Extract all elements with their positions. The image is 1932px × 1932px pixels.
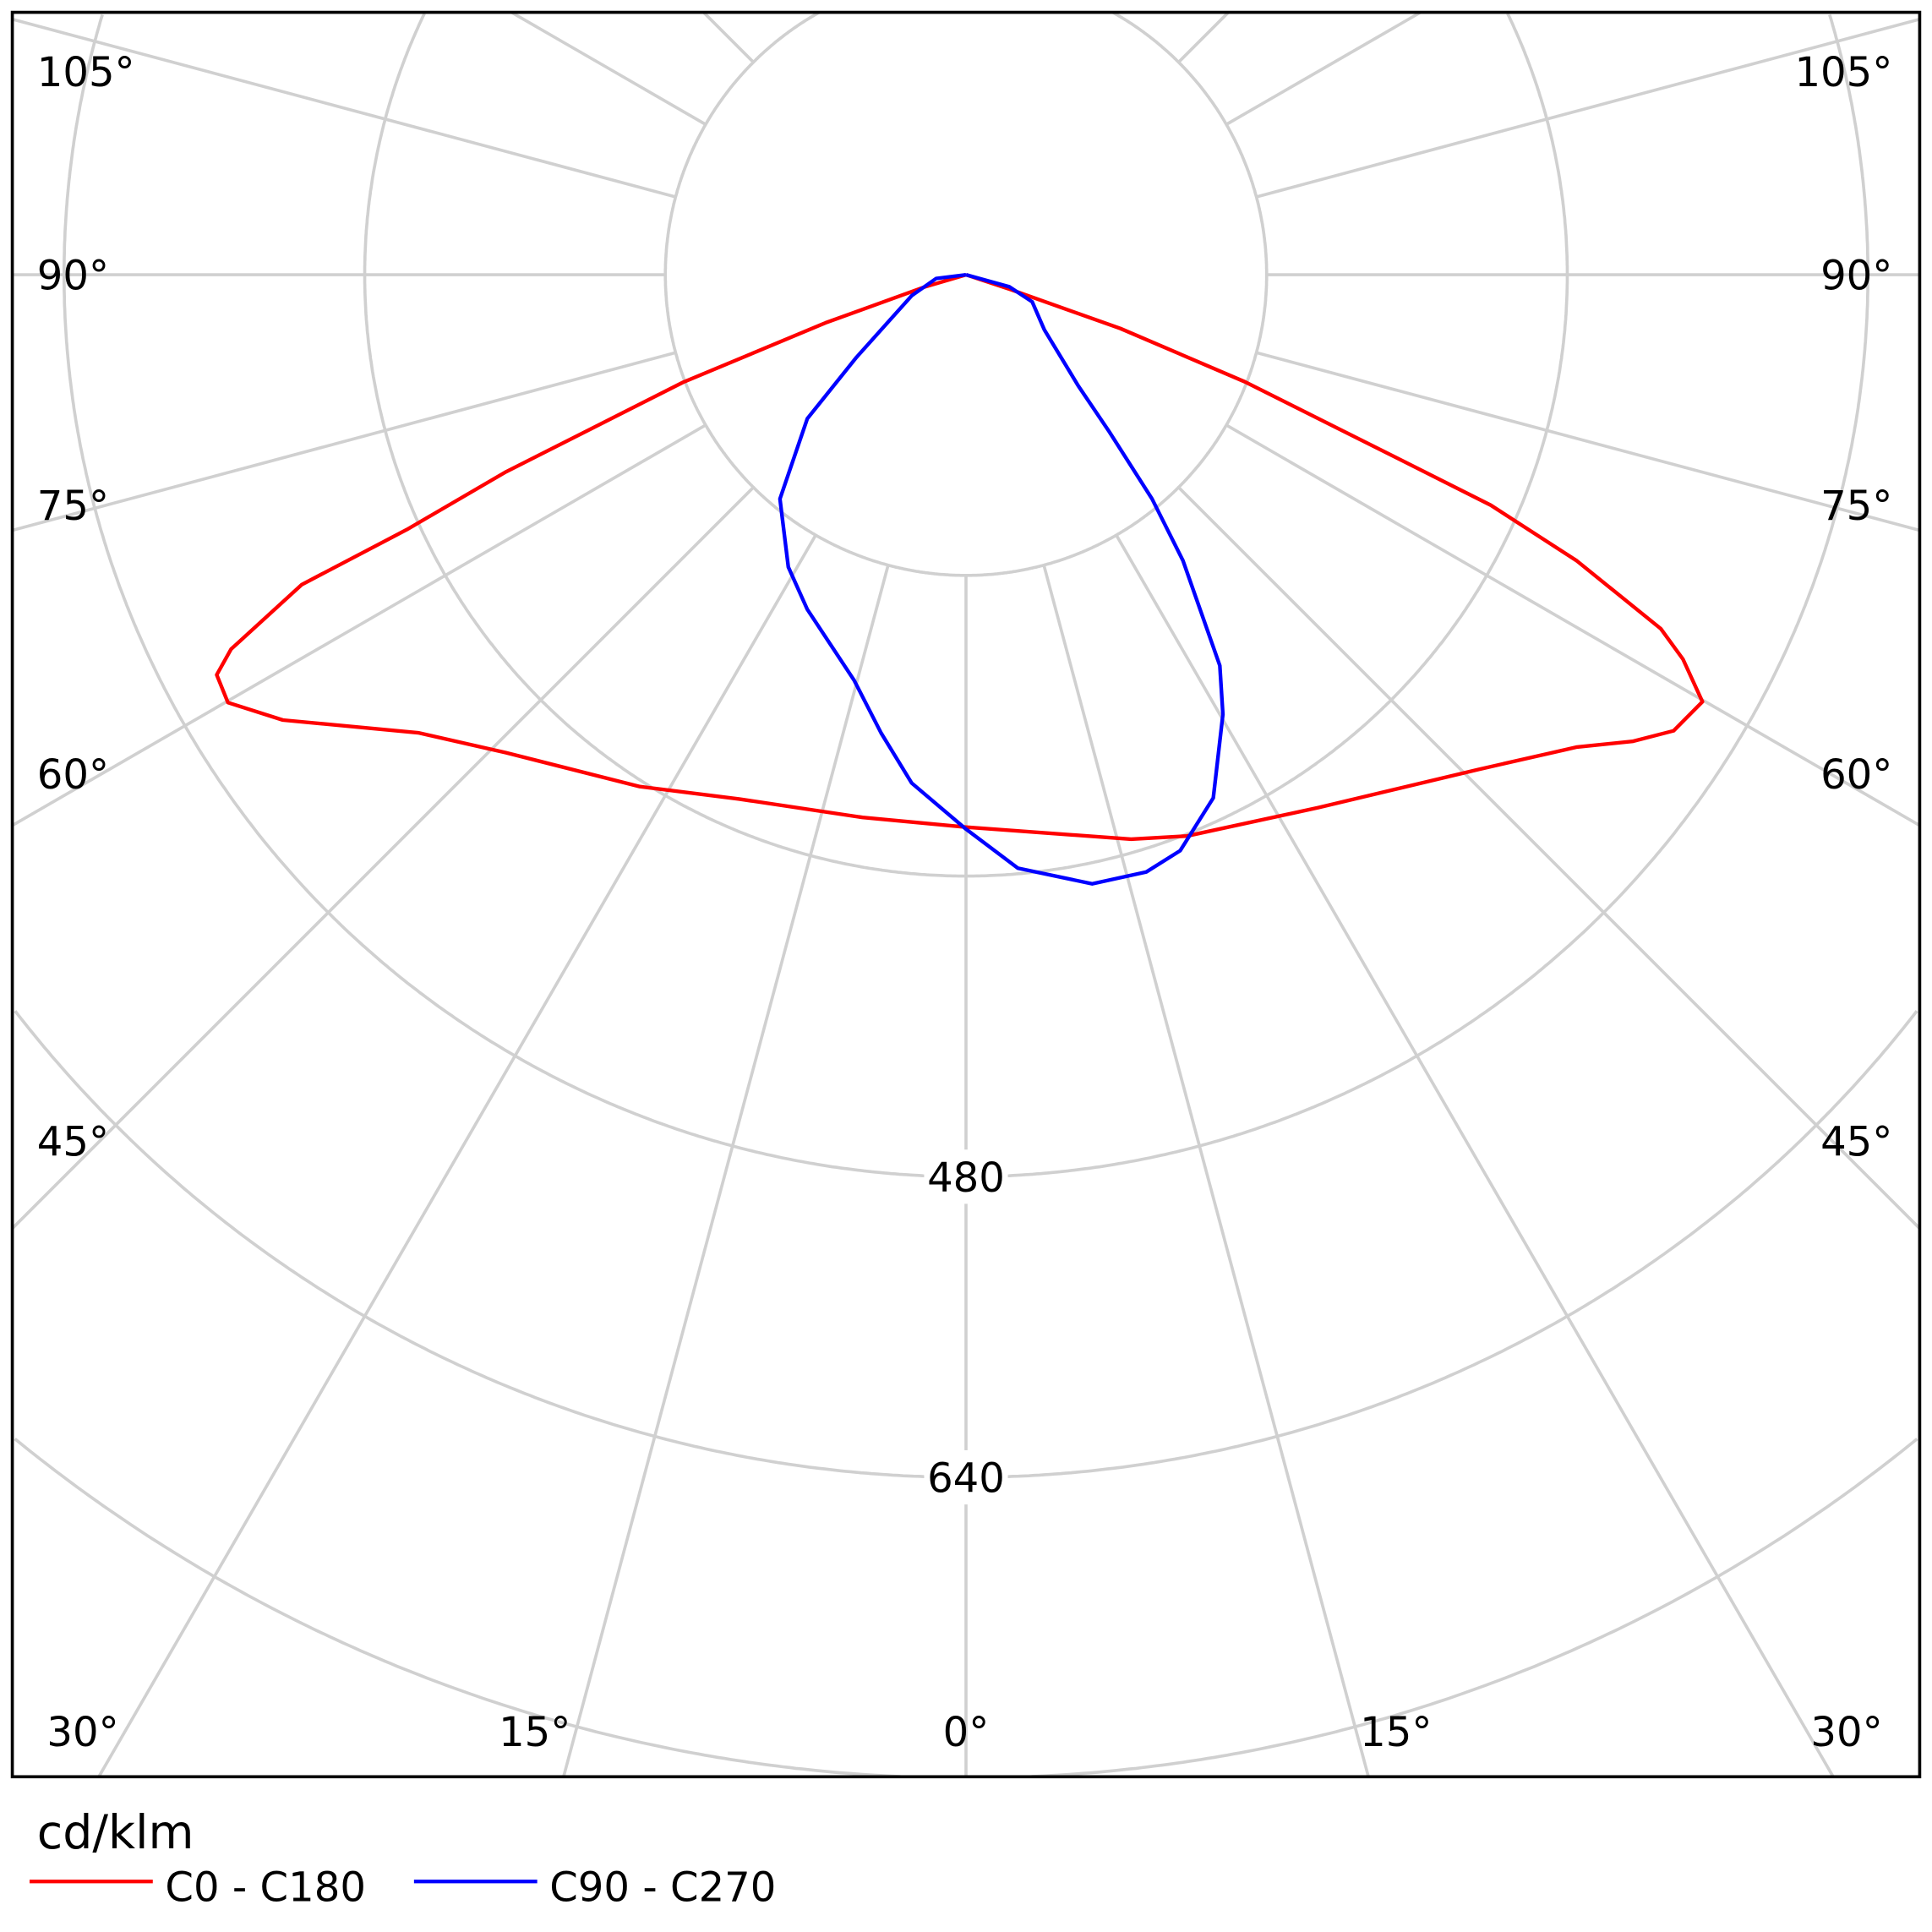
angle-label: 15° bbox=[1360, 1709, 1432, 1756]
grid-spoke bbox=[11, 486, 755, 1230]
angle-label: 75° bbox=[37, 483, 109, 530]
radial-tick-label: 480 bbox=[927, 1154, 1005, 1202]
grid-ring bbox=[663, 11, 1269, 577]
plot-frame bbox=[10, 10, 1922, 1779]
radial-tick-label: 640 bbox=[927, 1455, 1005, 1503]
angle-label: 75° bbox=[1820, 483, 1892, 530]
grid-spoke bbox=[97, 534, 817, 1778]
angle-label: 60° bbox=[37, 751, 109, 799]
series-curve-0 bbox=[215, 273, 1705, 842]
grid-spoke bbox=[1177, 486, 1921, 1230]
angle-label: 0° bbox=[943, 1709, 990, 1756]
legend: C0 - C180 C90 - C270 bbox=[29, 1864, 776, 1912]
angle-label: 60° bbox=[1820, 751, 1892, 799]
grid-spoke bbox=[1256, 17, 1920, 199]
grid-spoke bbox=[562, 565, 890, 1777]
legend-label-c0: C0 - C180 bbox=[165, 1864, 366, 1912]
series-curve-1 bbox=[778, 272, 1225, 886]
angle-label: 45° bbox=[1820, 1119, 1892, 1166]
radial-label-bg bbox=[924, 1149, 1008, 1204]
legend-label-c90: C90 - C270 bbox=[549, 1864, 776, 1912]
grid-ring bbox=[363, 13, 1569, 878]
angle-label: 90° bbox=[1820, 253, 1892, 300]
grid-spoke bbox=[1225, 11, 1422, 126]
angle-label: 105° bbox=[37, 49, 135, 96]
angle-label: 30° bbox=[46, 1709, 118, 1756]
grid-spoke bbox=[702, 11, 755, 63]
grid-spoke bbox=[11, 423, 707, 827]
grid-spoke bbox=[510, 11, 707, 126]
grid-spoke bbox=[1042, 565, 1370, 1777]
grid-ring bbox=[14, 1438, 1918, 1778]
angle-label: 90° bbox=[37, 253, 109, 300]
angle-label: 30° bbox=[1810, 1709, 1882, 1756]
radial-label-bg bbox=[924, 1449, 1008, 1505]
grid-ring bbox=[14, 1010, 1918, 1479]
angle-labels: 105° 90° 75° 60° 45° 30° 15° 0° 15° 30° 45° 60° 75° 9… bbox=[37, 49, 1893, 1756]
unit-label: cd/klm bbox=[37, 1806, 194, 1860]
grid-spoke bbox=[1256, 351, 1920, 532]
grid bbox=[11, 11, 1921, 1778]
angle-label: 105° bbox=[1794, 49, 1892, 96]
grid-spoke bbox=[12, 17, 676, 199]
radial-labels: 480 640 bbox=[924, 1149, 1008, 1505]
grid-spoke bbox=[1225, 423, 1921, 827]
grid-spoke bbox=[12, 351, 676, 532]
angle-label: 15° bbox=[499, 1709, 570, 1756]
angle-label: 45° bbox=[37, 1119, 109, 1166]
grid-spoke bbox=[1177, 11, 1230, 63]
grid-ring bbox=[62, 14, 1870, 1179]
grid-spoke bbox=[1115, 534, 1835, 1778]
curves bbox=[215, 272, 1705, 886]
